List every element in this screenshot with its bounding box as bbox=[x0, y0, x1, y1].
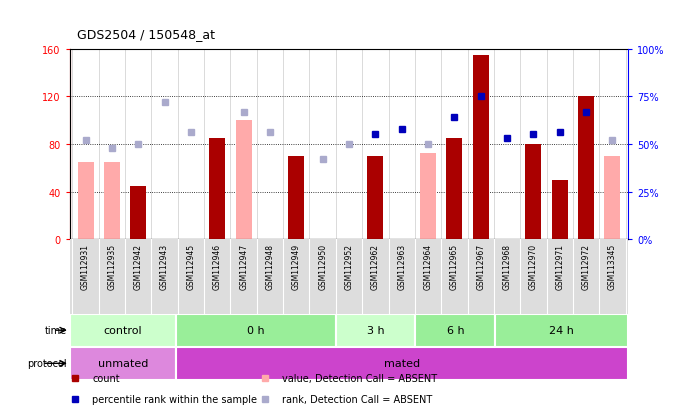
Text: GSM112970: GSM112970 bbox=[529, 243, 538, 289]
Text: GSM112945: GSM112945 bbox=[186, 243, 195, 289]
Text: GSM112962: GSM112962 bbox=[371, 243, 380, 289]
Text: GSM112949: GSM112949 bbox=[292, 243, 301, 289]
Text: GSM113345: GSM113345 bbox=[608, 243, 617, 290]
Bar bbox=[209, 139, 225, 240]
Text: GSM112967: GSM112967 bbox=[476, 243, 485, 289]
Bar bbox=[176, 314, 336, 347]
Bar bbox=[367, 157, 383, 240]
Text: GSM112942: GSM112942 bbox=[134, 243, 143, 289]
Bar bbox=[604, 157, 621, 240]
Text: GSM112931: GSM112931 bbox=[81, 243, 90, 289]
Text: 6 h: 6 h bbox=[447, 325, 464, 335]
Text: 3 h: 3 h bbox=[366, 325, 385, 335]
Text: control: control bbox=[104, 325, 142, 335]
Bar bbox=[336, 314, 415, 347]
Bar bbox=[70, 314, 176, 347]
Text: unmated: unmated bbox=[98, 358, 148, 368]
Bar bbox=[288, 157, 304, 240]
Bar bbox=[447, 139, 462, 240]
Text: 24 h: 24 h bbox=[549, 325, 574, 335]
Bar bbox=[578, 97, 594, 240]
Bar bbox=[496, 314, 628, 347]
Text: GSM112971: GSM112971 bbox=[555, 243, 564, 289]
Bar bbox=[104, 162, 120, 240]
Text: GSM112952: GSM112952 bbox=[345, 243, 353, 289]
Text: GSM112950: GSM112950 bbox=[318, 243, 327, 289]
Text: GDS2504 / 150548_at: GDS2504 / 150548_at bbox=[77, 28, 215, 41]
Text: GSM112946: GSM112946 bbox=[213, 243, 222, 289]
Text: protocol: protocol bbox=[27, 358, 67, 368]
Bar bbox=[176, 347, 628, 380]
Bar bbox=[415, 314, 496, 347]
Text: GSM112948: GSM112948 bbox=[265, 243, 274, 289]
Bar bbox=[473, 55, 489, 240]
Bar bbox=[131, 186, 146, 240]
Text: GSM112935: GSM112935 bbox=[107, 243, 117, 289]
Text: GSM112947: GSM112947 bbox=[239, 243, 248, 289]
Bar bbox=[70, 347, 176, 380]
Text: GSM112968: GSM112968 bbox=[503, 243, 512, 289]
Text: GSM112963: GSM112963 bbox=[397, 243, 406, 289]
Text: time: time bbox=[45, 325, 67, 335]
Bar bbox=[526, 145, 541, 240]
Text: mated: mated bbox=[384, 358, 420, 368]
Text: GSM112972: GSM112972 bbox=[581, 243, 591, 289]
Text: GSM112965: GSM112965 bbox=[450, 243, 459, 289]
Text: percentile rank within the sample: percentile rank within the sample bbox=[92, 394, 257, 404]
Bar bbox=[420, 154, 436, 240]
Bar bbox=[77, 162, 94, 240]
Text: GSM112943: GSM112943 bbox=[160, 243, 169, 289]
Bar bbox=[236, 121, 251, 240]
Bar bbox=[552, 180, 567, 240]
Text: count: count bbox=[92, 373, 120, 383]
Text: GSM112964: GSM112964 bbox=[424, 243, 433, 289]
Text: value, Detection Call = ABSENT: value, Detection Call = ABSENT bbox=[282, 373, 437, 383]
Text: 0 h: 0 h bbox=[247, 325, 265, 335]
Text: rank, Detection Call = ABSENT: rank, Detection Call = ABSENT bbox=[282, 394, 432, 404]
